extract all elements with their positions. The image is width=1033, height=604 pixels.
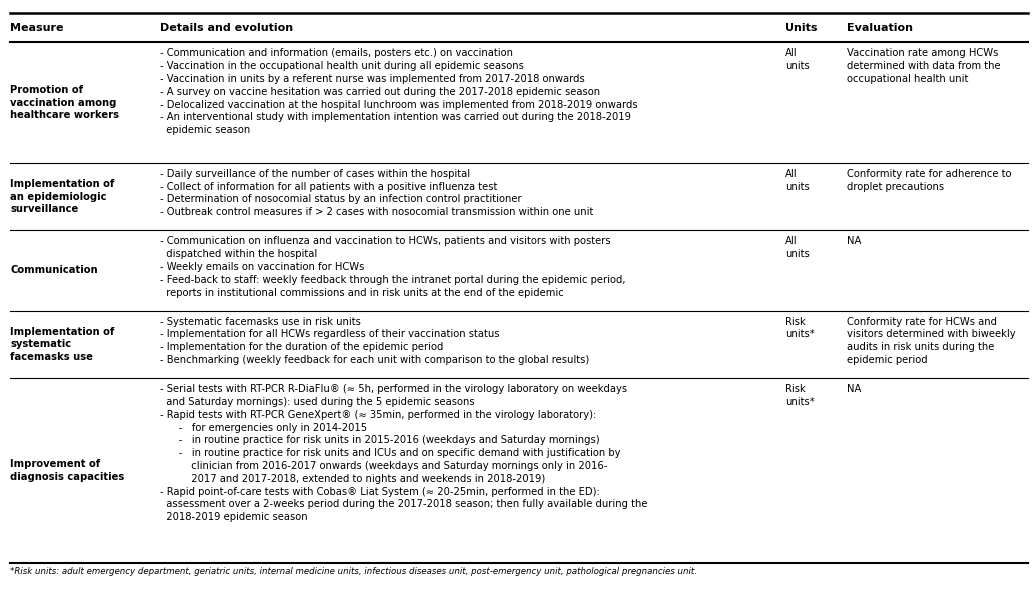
Text: Conformity rate for HCWs and
visitors determined with biweekly
audits in risk un: Conformity rate for HCWs and visitors de…: [847, 316, 1015, 365]
Text: Risk
units*: Risk units*: [785, 316, 815, 339]
Text: Measure: Measure: [10, 23, 64, 33]
Text: Vaccination rate among HCWs
determined with data from the
occupational health un: Vaccination rate among HCWs determined w…: [847, 48, 1001, 84]
Text: Promotion of
vaccination among
healthcare workers: Promotion of vaccination among healthcar…: [10, 85, 120, 120]
Text: - Communication on influenza and vaccination to HCWs, patients and visitors with: - Communication on influenza and vaccina…: [160, 236, 626, 298]
Text: Improvement of
diagnosis capacities: Improvement of diagnosis capacities: [10, 459, 125, 482]
Text: - Daily surveillance of the number of cases within the hospital
- Collect of inf: - Daily surveillance of the number of ca…: [160, 169, 594, 217]
Text: Implementation of
an epidemiologic
surveillance: Implementation of an epidemiologic surve…: [10, 179, 115, 214]
Text: *Risk units: adult emergency department, geriatric units, internal medicine unit: *Risk units: adult emergency department,…: [10, 567, 697, 576]
Text: Units: Units: [785, 23, 817, 33]
Text: Risk
units*: Risk units*: [785, 384, 815, 407]
Text: Evaluation: Evaluation: [847, 23, 913, 33]
Text: All
units: All units: [785, 236, 810, 259]
Text: Implementation of
systematic
facemasks use: Implementation of systematic facemasks u…: [10, 327, 115, 362]
Text: NA: NA: [847, 236, 862, 246]
Text: Details and evolution: Details and evolution: [160, 23, 293, 33]
Text: - Systematic facemasks use in risk units
- Implementation for all HCWs regardles: - Systematic facemasks use in risk units…: [160, 316, 590, 365]
Text: All
units: All units: [785, 169, 810, 191]
Text: Communication: Communication: [10, 266, 98, 275]
Text: - Communication and information (emails, posters etc.) on vaccination
- Vaccinat: - Communication and information (emails,…: [160, 48, 637, 135]
Text: - Serial tests with RT-PCR R-DiaFlu® (≈ 5h, performed in the virology laboratory: - Serial tests with RT-PCR R-DiaFlu® (≈ …: [160, 384, 648, 522]
Text: Conformity rate for adherence to
droplet precautions: Conformity rate for adherence to droplet…: [847, 169, 1011, 191]
Text: All
units: All units: [785, 48, 810, 71]
Text: NA: NA: [847, 384, 862, 394]
